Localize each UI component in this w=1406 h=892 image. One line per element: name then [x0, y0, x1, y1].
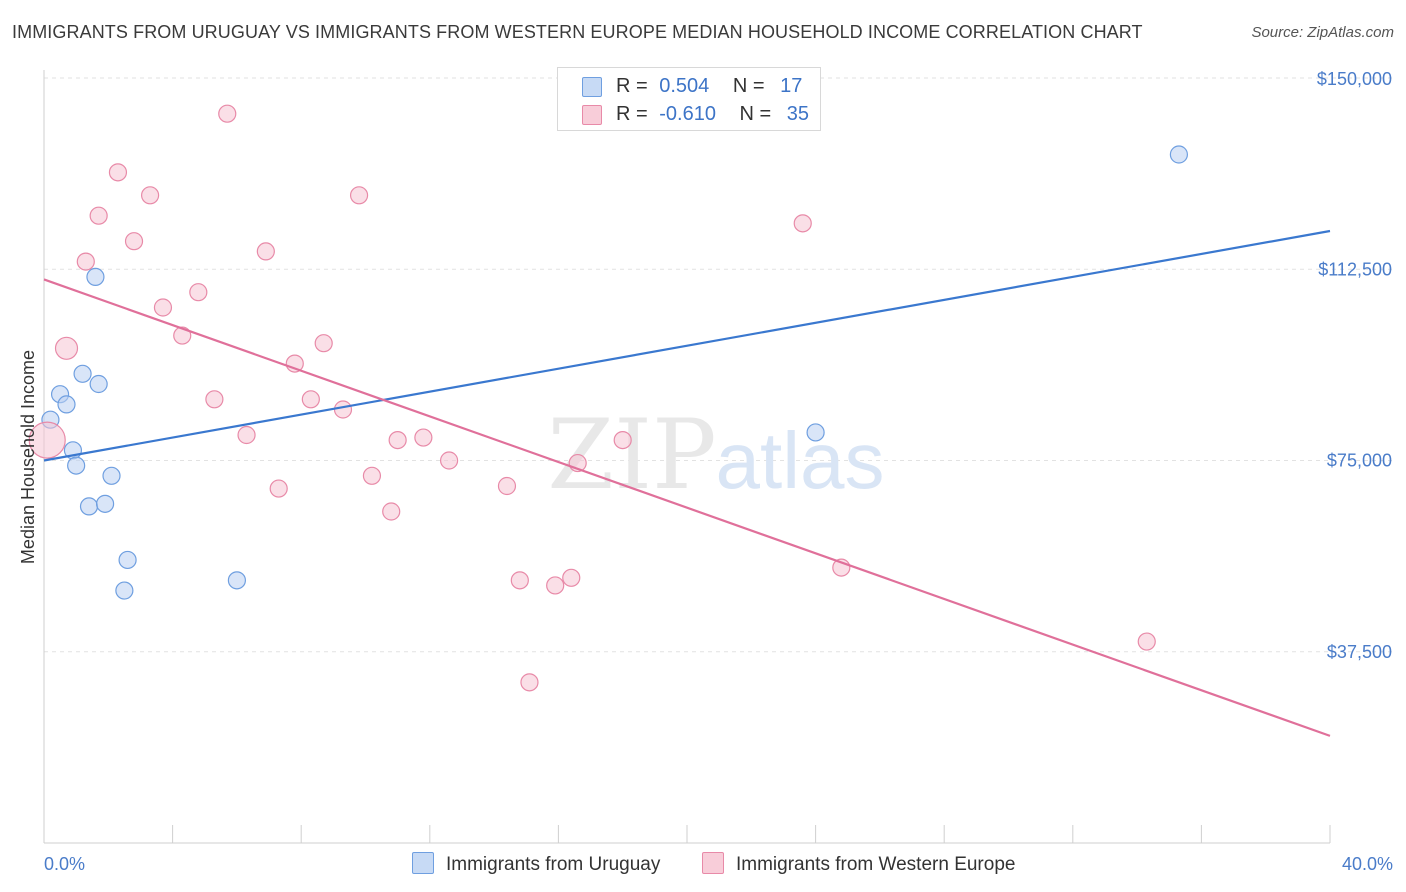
point-europe	[349, 186, 369, 205]
source-label: Source: ZipAtlas.com	[1251, 24, 1394, 41]
y-tick-label: $37,500	[1327, 642, 1392, 662]
axis-labels: $37,500 $75,000 $112,500 $150,000 0.0% 40.0% M…	[18, 69, 1393, 874]
series-label-uruguay: Immigrants from Uruguay	[446, 854, 661, 875]
trend-line-uruguay	[43, 229, 1331, 462]
point-uruguay	[95, 494, 115, 513]
point-uruguay	[79, 497, 99, 516]
point-europe	[218, 104, 237, 123]
point-uruguay	[115, 581, 134, 600]
y-axis-label: Median Household Income	[18, 350, 38, 564]
point-europe	[28, 421, 66, 459]
point-uruguay	[1169, 145, 1188, 164]
point-europe	[256, 242, 275, 261]
point-uruguay	[227, 571, 246, 590]
point-uruguay	[73, 364, 92, 383]
legend-r-value-uruguay: 0.504	[659, 75, 710, 97]
point-europe	[613, 431, 632, 450]
series-legend-europe: Immigrants from Western Europe	[702, 852, 1015, 876]
point-europe	[314, 334, 333, 353]
point-uruguay	[118, 550, 137, 570]
point-europe	[76, 252, 95, 271]
legend-n-label-uruguay: N =	[732, 75, 765, 97]
point-europe	[520, 673, 539, 692]
chart-title: IMMIGRANTS FROM URUGUAY VS IMMIGRANTS FR…	[12, 22, 1143, 42]
legend-n-value-uruguay: 17	[780, 75, 803, 97]
point-europe	[382, 502, 401, 521]
point-europe	[333, 400, 353, 419]
axes	[43, 70, 1331, 844]
correlation-legend: R = 0.504 N = 17 R = -0.610 N = 35	[557, 67, 821, 131]
point-europe	[89, 206, 108, 225]
trend-lines	[43, 229, 1331, 737]
series-label-europe: Immigrants from Western Europe	[736, 854, 1016, 875]
y-tick-label: $75,000	[1327, 451, 1392, 471]
point-europe	[189, 283, 208, 302]
point-uruguay	[86, 267, 105, 286]
legend-swatch-uruguay	[582, 77, 602, 97]
point-europe	[362, 466, 382, 485]
x-tick-label-max: 40.0%	[1342, 854, 1393, 874]
watermark: ZIP atlas	[547, 399, 884, 511]
legend-n-value-europe: 35	[786, 103, 810, 125]
watermark-atlas: atlas	[716, 416, 885, 505]
point-europe	[237, 425, 256, 445]
legend-r-value-europe: -0.610	[659, 103, 716, 125]
point-europe	[269, 479, 288, 498]
trend-line-europe	[43, 278, 1331, 737]
point-uruguay	[67, 456, 86, 475]
watermark-zip: ZIP	[547, 399, 716, 511]
gridlines	[44, 77, 1394, 653]
x-tick-label-min: 0.0%	[44, 854, 85, 874]
y-tick-label: $150,000	[1317, 69, 1392, 89]
point-uruguay	[57, 395, 76, 414]
point-europe	[124, 232, 144, 251]
point-europe	[140, 186, 160, 205]
point-europe	[108, 163, 128, 182]
series-swatch-uruguay	[412, 852, 434, 874]
point-europe	[153, 298, 173, 317]
point-europe	[562, 568, 581, 587]
series-swatch-europe	[702, 852, 724, 874]
point-europe	[173, 326, 192, 345]
legend-swatch-europe	[582, 105, 602, 125]
point-europe	[793, 214, 812, 233]
point-uruguay	[89, 374, 108, 394]
legend-n-label-europe: N =	[739, 103, 772, 125]
legend-r-label-europe: R =	[616, 103, 648, 125]
point-europe	[54, 336, 79, 360]
point-europe	[439, 451, 459, 470]
point-europe	[510, 571, 529, 590]
point-europe	[414, 428, 433, 447]
series-legend-uruguay: Immigrants from Uruguay	[412, 852, 660, 876]
point-europe	[388, 431, 407, 450]
point-europe	[497, 476, 517, 496]
point-europe	[1137, 632, 1156, 651]
legend-r-label-uruguay: R =	[616, 75, 648, 97]
y-tick-label: $112,500	[1318, 259, 1392, 279]
data-points	[28, 104, 1188, 692]
point-europe	[205, 390, 224, 409]
point-uruguay	[102, 466, 121, 485]
point-europe	[301, 390, 320, 409]
point-uruguay	[806, 423, 825, 442]
point-europe	[546, 576, 565, 595]
